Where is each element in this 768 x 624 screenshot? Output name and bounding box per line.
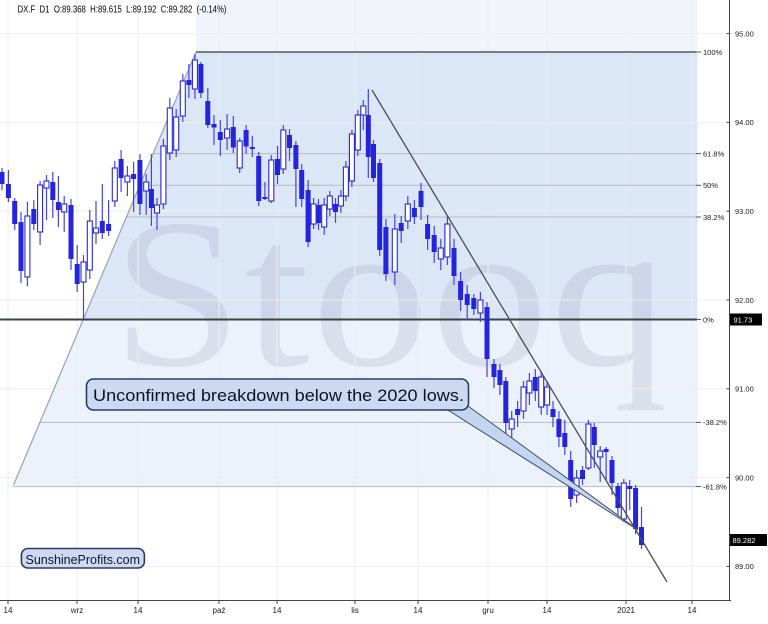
svg-text:0%: 0% <box>703 315 714 324</box>
svg-text:Unconfirmed breakdown below th: Unconfirmed breakdown below the 2020 low… <box>93 386 464 405</box>
svg-text:-38.2%: -38.2% <box>703 418 727 427</box>
svg-text:14: 14 <box>273 606 282 615</box>
svg-text:wrz: wrz <box>70 606 83 615</box>
svg-text:89.282: 89.282 <box>733 536 756 545</box>
svg-text:94.00: 94.00 <box>735 118 754 127</box>
svg-text:2021: 2021 <box>617 606 635 615</box>
svg-text:14: 14 <box>414 606 423 615</box>
svg-text:91.73: 91.73 <box>734 316 753 325</box>
svg-text:14: 14 <box>688 606 697 615</box>
svg-text:92.00: 92.00 <box>735 296 754 305</box>
svg-text:14: 14 <box>4 606 13 615</box>
svg-text:93.00: 93.00 <box>735 207 754 216</box>
svg-text:paź: paź <box>213 606 226 615</box>
svg-text:14: 14 <box>543 606 552 615</box>
svg-text:91.00: 91.00 <box>735 385 754 394</box>
svg-text:gru: gru <box>482 606 494 615</box>
svg-text:90.00: 90.00 <box>735 473 754 482</box>
svg-text:Stooq: Stooq <box>112 176 670 412</box>
svg-text:61.8%: 61.8% <box>703 149 725 158</box>
svg-text:14: 14 <box>134 606 143 615</box>
svg-text:SunshineProfits.com: SunshineProfits.com <box>26 552 141 567</box>
svg-text:-61.8%: -61.8% <box>703 482 727 491</box>
svg-text:95.00: 95.00 <box>735 29 754 38</box>
svg-text:DX.F D1 O:89.368 H:89.615: DX.F D1 O:89.368 H:89.615 L:89.192 C:89.… <box>18 5 227 16</box>
svg-text:38.2%: 38.2% <box>703 213 725 222</box>
svg-text:50%: 50% <box>703 181 718 190</box>
svg-text:100%: 100% <box>703 48 723 57</box>
svg-text:lis: lis <box>351 606 359 615</box>
svg-text:89.00: 89.00 <box>735 562 754 571</box>
